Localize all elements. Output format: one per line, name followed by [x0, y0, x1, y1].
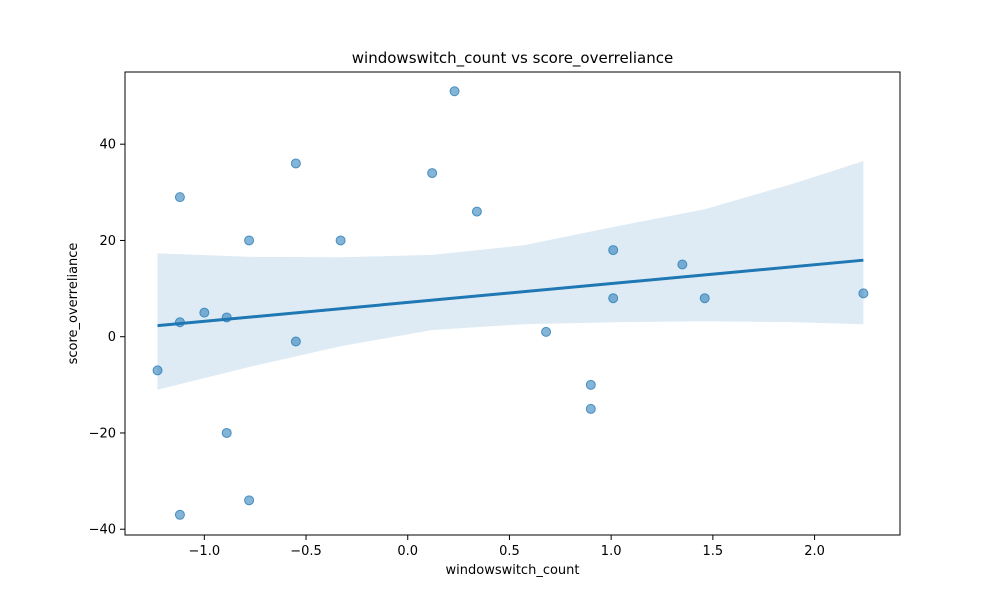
- data-point: [152, 365, 163, 376]
- data-point: [244, 235, 255, 246]
- data-point: [290, 336, 301, 347]
- regression-line-layer: [157, 258, 864, 328]
- data-point: [221, 427, 232, 438]
- chart-title: windowswitch_count vs score_overreliance: [352, 49, 673, 68]
- data-point: [335, 235, 346, 246]
- data-point: [290, 158, 301, 169]
- data-point: [585, 379, 596, 390]
- data-point: [677, 259, 688, 270]
- x-axis-ticks: −1.0 −0.5 0.0 0.5 1.0 1.5 2.0: [189, 535, 825, 559]
- data-point: [427, 168, 438, 179]
- x-tick-label: 1.0: [601, 544, 622, 559]
- x-tick-label: 0.5: [499, 544, 520, 559]
- x-tick-label: 1.5: [703, 544, 724, 559]
- data-point: [608, 245, 619, 256]
- x-tick-label: −1.0: [189, 544, 221, 559]
- y-axis-label: score_overreliance: [66, 243, 81, 365]
- confidence-band-layer: [157, 161, 864, 390]
- data-point: [541, 326, 552, 337]
- confidence-band: [157, 161, 864, 390]
- x-tick-label: 2.0: [804, 544, 825, 559]
- data-point: [608, 293, 619, 304]
- x-tick-label: −0.5: [290, 544, 322, 559]
- data-point: [471, 206, 482, 217]
- regression-line: [157, 258, 864, 328]
- data-point: [199, 307, 210, 318]
- y-axis-ticks: −40 −20 0 20 40: [89, 138, 125, 538]
- y-tick-label: 40: [99, 138, 116, 153]
- data-point: [221, 312, 232, 323]
- y-tick-label: 0: [108, 330, 116, 345]
- y-tick-label: −40: [89, 523, 116, 538]
- x-axis-label: windowswitch_count: [446, 563, 580, 578]
- data-point: [244, 495, 255, 506]
- data-point: [858, 288, 869, 299]
- data-point: [174, 317, 185, 328]
- x-tick-label: 0.0: [397, 544, 418, 559]
- y-tick-label: −20: [89, 426, 116, 441]
- data-point: [174, 509, 185, 520]
- data-point: [449, 86, 460, 97]
- data-point: [174, 192, 185, 203]
- plot-area-frame: [124, 71, 901, 536]
- data-point: [699, 293, 710, 304]
- scatter-points-layer: [152, 86, 869, 520]
- y-tick-label: 20: [99, 234, 116, 249]
- data-point: [585, 403, 596, 414]
